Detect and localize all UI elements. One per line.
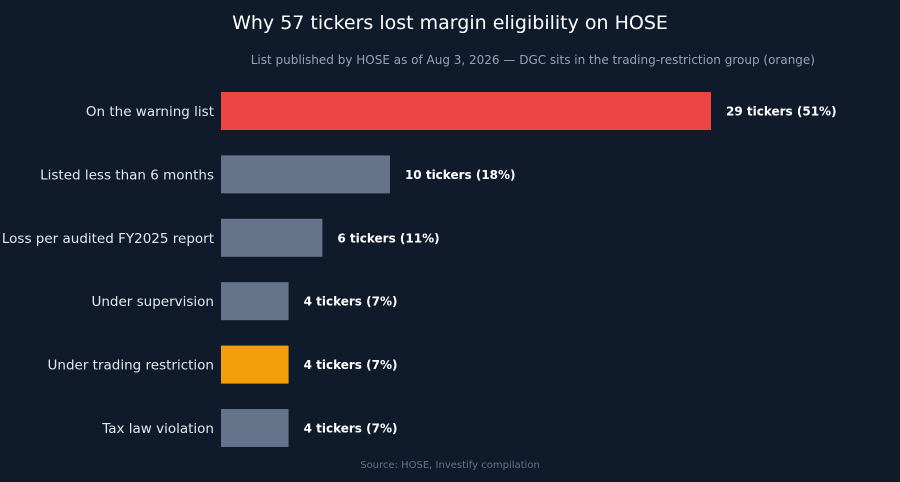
bar-3: [221, 218, 323, 257]
bars-group: On the warning list 29 tickers (51%) Liste…: [2, 92, 837, 447]
category-label-2: Listed less than 6 months: [40, 167, 214, 183]
bar-5: [221, 345, 289, 384]
data-label-4: 4 tickers (7%): [304, 295, 398, 309]
chart-title: Why 57 tickers lost margin eligibility o…: [232, 12, 668, 34]
data-label-2: 10 tickers (18%): [405, 168, 516, 182]
category-label-5: Under trading restriction: [48, 358, 214, 374]
bar-4: [221, 282, 289, 321]
chart-subtitle: List published by HOSE as of Aug 3, 2026…: [251, 53, 815, 67]
chart-source: Source: HOSE, Investify compilation: [360, 460, 540, 471]
bar-1: [221, 92, 711, 130]
data-label-3: 6 tickers (11%): [337, 231, 439, 245]
bar-2: [221, 155, 390, 194]
category-label-4: Under supervision: [91, 294, 214, 310]
category-label-3: Loss per audited FY2025 report: [2, 231, 214, 247]
category-label-6: Tax law violation: [101, 421, 214, 437]
data-label-5: 4 tickers (7%): [304, 358, 398, 372]
data-label-1: 29 tickers (51%): [726, 105, 837, 119]
category-label-1: On the warning list: [86, 104, 214, 120]
data-label-6: 4 tickers (7%): [304, 422, 398, 436]
bar-6: [221, 409, 289, 447]
